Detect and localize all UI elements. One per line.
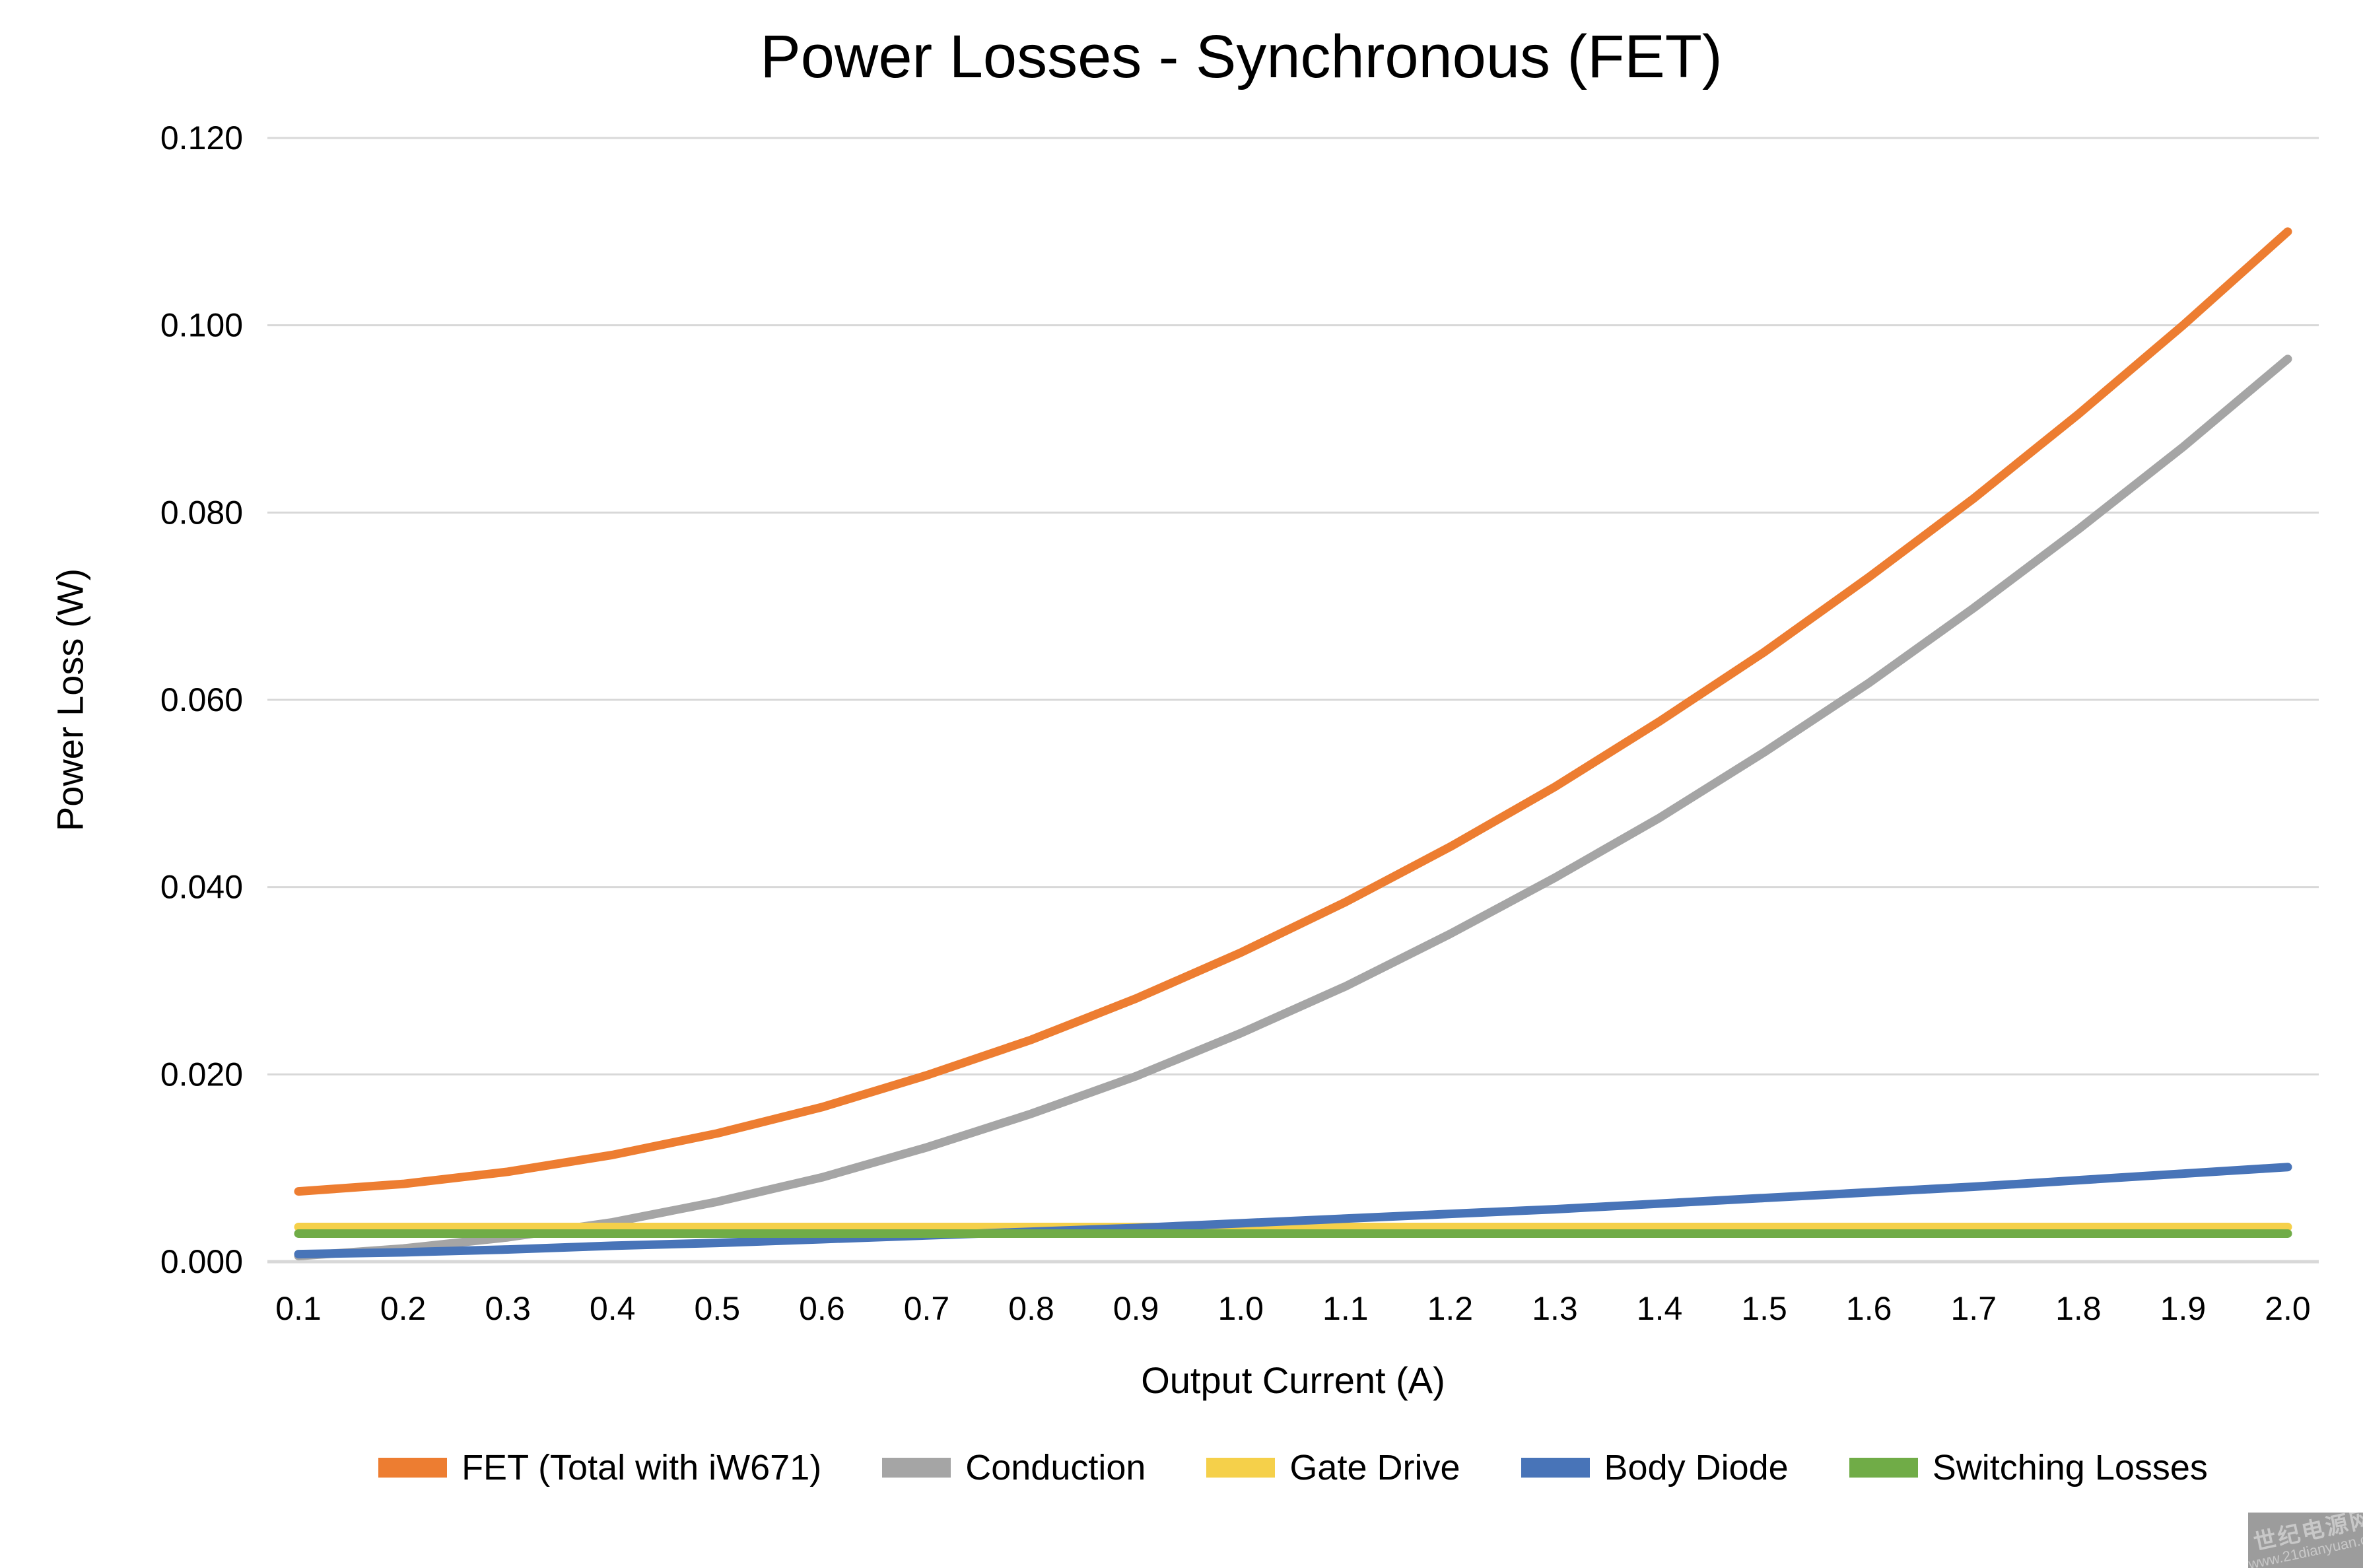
x-axis-title: Output Current (A) — [1141, 1359, 1445, 1401]
legend-swatch-switching-losses — [1849, 1458, 1918, 1478]
legend-label-gate-drive: Gate Drive — [1289, 1448, 1460, 1487]
x-tick-label: 0.6 — [799, 1290, 845, 1327]
x-tick-label: 0.1 — [275, 1290, 322, 1327]
series-line — [294, 355, 2292, 1260]
y-tick-label: 0.040 — [160, 869, 243, 906]
x-tick-label: 1.3 — [1532, 1290, 1578, 1327]
x-tick-label: 2.0 — [2265, 1290, 2311, 1327]
x-tick-label: 0.9 — [1113, 1290, 1159, 1327]
legend-swatch-fet-total — [378, 1458, 448, 1478]
x-tick-label: 1.5 — [1741, 1290, 1787, 1327]
legend: FET (Total with iW671) Conduction Gate D… — [267, 1447, 2319, 1488]
legend-item-fet-total: FET (Total with iW671) — [378, 1447, 821, 1488]
watermark-box: 世纪电源网 www.21dianyuan.com — [2248, 1513, 2363, 1568]
x-tick-label: 1.4 — [1637, 1290, 1683, 1327]
series-line — [294, 227, 2292, 1196]
x-tick-label: 0.2 — [380, 1290, 427, 1327]
y-tick-label: 0.100 — [160, 307, 243, 344]
x-tick-label: 0.8 — [1008, 1290, 1054, 1327]
x-tick-label: 1.7 — [1951, 1290, 1997, 1327]
legend-item-switching-losses: Switching Losses — [1849, 1447, 2208, 1488]
x-tick-label: 0.4 — [590, 1290, 636, 1327]
y-tick-label: 0.120 — [160, 119, 243, 156]
series-line — [294, 1163, 2292, 1259]
x-tick-label: 1.9 — [2160, 1290, 2207, 1327]
x-tick-label: 1.1 — [1322, 1290, 1369, 1327]
x-tick-label: 0.5 — [695, 1290, 741, 1327]
legend-item-body-diode: Body Diode — [1521, 1447, 1789, 1488]
x-tick-label: 1.8 — [2055, 1290, 2102, 1327]
legend-label-fet-total: FET (Total with iW671) — [462, 1448, 822, 1487]
y-tick-label: 0.000 — [160, 1243, 243, 1280]
x-tick-label: 1.2 — [1427, 1290, 1474, 1327]
x-tick-label: 1.0 — [1217, 1290, 1264, 1327]
x-tick-label: 0.7 — [904, 1290, 950, 1327]
legend-swatch-body-diode — [1521, 1458, 1590, 1478]
watermark-text: 世纪电源网 www.21dianyuan.com — [2248, 1513, 2363, 1568]
legend-label-switching-losses: Switching Losses — [1932, 1448, 2208, 1487]
legend-label-body-diode: Body Diode — [1604, 1448, 1789, 1487]
y-tick-label: 0.020 — [160, 1056, 243, 1093]
legend-label-conduction: Conduction — [965, 1448, 1146, 1487]
x-tick-label: 0.3 — [485, 1290, 531, 1327]
legend-swatch-gate-drive — [1206, 1458, 1276, 1478]
y-tick-label: 0.060 — [160, 681, 243, 718]
legend-item-conduction: Conduction — [882, 1447, 1146, 1488]
legend-swatch-conduction — [882, 1458, 951, 1478]
x-tick-label: 1.6 — [1846, 1290, 1892, 1327]
y-tick-label: 0.080 — [160, 494, 243, 531]
legend-item-gate-drive: Gate Drive — [1206, 1447, 1460, 1488]
chart-title: Power Losses - Synchronous (FET) — [760, 23, 1723, 90]
